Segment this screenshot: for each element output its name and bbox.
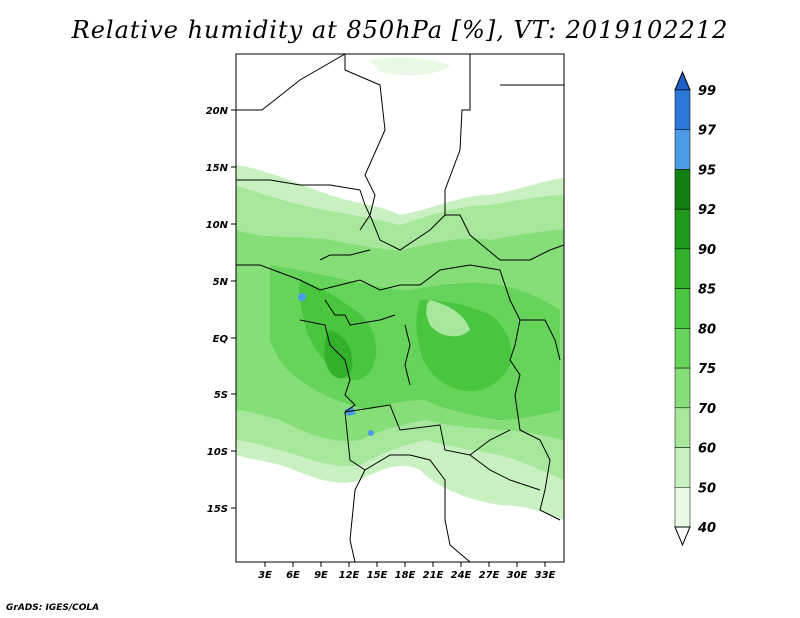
humidity-area-top (370, 57, 450, 76)
lon-label: 15E (367, 570, 388, 581)
colorbar-label: 97 (698, 124, 717, 139)
lat-label: 10N (206, 220, 229, 231)
chart-title: Relative humidity at 850hPa [%], VT: 201… (71, 16, 729, 44)
colorbar-segment (674, 407, 691, 448)
lat-label: 10S (207, 447, 228, 458)
lon-label: 3E (258, 570, 272, 581)
credit-text: GrADS: IGES/COLA (6, 603, 100, 613)
lon-label: 21E (423, 570, 444, 581)
colorbar-segment (674, 89, 691, 130)
colorbar-arrow-bottom (674, 526, 691, 547)
lon-label: 30E (507, 570, 528, 581)
colorbar-label: 75 (698, 362, 716, 377)
lat-label: EQ (213, 334, 229, 345)
colorbar-segment (674, 208, 691, 250)
lon-label: 12E (339, 570, 360, 581)
colorbar-segment (674, 367, 691, 409)
map-frame (235, 53, 565, 563)
humidity-area-high3 (324, 330, 353, 379)
humidity-peak-spot (368, 430, 374, 436)
humidity-area-high (299, 280, 377, 380)
colorbar-label: 99 (698, 84, 716, 99)
colorbar-segment (674, 129, 691, 170)
colorbar-segment (674, 487, 691, 528)
colorbar-label: 80 (698, 322, 716, 337)
colorbar-segment (674, 169, 691, 210)
lon-label: 18E (395, 570, 416, 581)
lon-label: 33E (535, 570, 556, 581)
colorbar-label: 92 (698, 203, 716, 218)
lon-label: 24E (451, 570, 472, 581)
colorbar-segment (674, 248, 691, 289)
lat-label: 15N (206, 163, 229, 174)
colorbar-label: 90 (698, 243, 716, 258)
colorbar-label: 85 (698, 283, 716, 298)
lat-label: 15S (207, 504, 228, 515)
colorbar-label: 95 (698, 163, 716, 178)
lat-label: 5N (213, 277, 229, 288)
colorbar-segment (674, 447, 691, 488)
latitude-axis: 20N 15N 10N 5N EQ 5S 10S 15S (206, 106, 236, 515)
country-borders (236, 54, 564, 562)
colorbar-label: 60 (698, 442, 716, 457)
colorbar: 99 97 95 92 90 85 80 75 70 60 50 40 (674, 70, 717, 547)
humidity-field (236, 54, 564, 562)
colorbar-arrow-top (674, 70, 691, 91)
lat-label: 5S (214, 390, 228, 401)
colorbar-label: 40 (697, 521, 716, 536)
longitude-axis: 3E 6E 9E 12E 15E 18E 21E 24E 27E 30E 33E (258, 562, 556, 581)
humidity-peak-spot (298, 293, 306, 301)
colorbar-label: 50 (698, 481, 716, 496)
lon-label: 27E (479, 570, 500, 581)
colorbar-segment (674, 328, 691, 369)
lon-label: 9E (314, 570, 328, 581)
humidity-area-light-east (426, 300, 470, 337)
lat-label: 20N (206, 106, 229, 117)
lon-label: 6E (286, 570, 300, 581)
colorbar-segment (674, 288, 691, 329)
colorbar-label: 70 (698, 402, 716, 417)
